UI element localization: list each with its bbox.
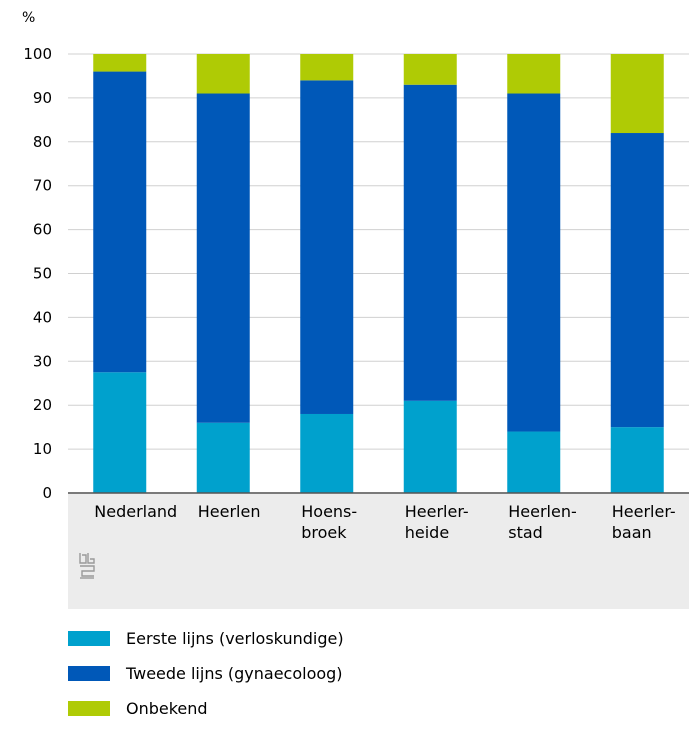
bar-0-series-1 (93, 72, 146, 373)
x-tick-label-0-line-0: Nederland (94, 502, 177, 521)
bar-5-series-1 (611, 133, 664, 427)
bar-2-series-2 (300, 54, 353, 80)
y-tick-label-30: 30 (33, 352, 52, 370)
x-tick-label-5-line-1: baan (612, 523, 652, 542)
x-tick-label-4-line-1: stad (508, 523, 543, 542)
y-tick-label-0: 0 (42, 484, 52, 502)
legend-swatch-0 (68, 631, 110, 646)
x-tick-label-2-line-1: broek (301, 523, 347, 542)
y-tick-labels: 0 10 20 30 40 50 60 70 80 90 100 (23, 45, 52, 502)
y-tick-label-20: 20 (33, 396, 52, 414)
bar-1-series-0 (197, 423, 250, 493)
y-unit-label: % (22, 10, 35, 26)
y-tick-label-100: 100 (23, 45, 52, 63)
legend-item-0: Eerste lijns (verloskundige) (68, 628, 344, 648)
y-tick-label-10: 10 (33, 440, 52, 458)
legend-swatch-2 (68, 701, 110, 716)
bar-2-series-0 (300, 414, 353, 493)
bar-4-series-1 (507, 94, 560, 432)
legend-label-2: Onbekend (126, 699, 208, 718)
y-tick-label-70: 70 (33, 177, 52, 195)
y-tick-label-80: 80 (33, 133, 52, 151)
x-tick-label-3-line-1: heide (405, 523, 449, 542)
stacked-bar-chart: 0 10 20 30 40 50 60 70 80 90 100 Nederland Heerlen H… (0, 0, 696, 615)
bar-5-series-2 (611, 54, 664, 133)
bar-3-series-2 (404, 54, 457, 85)
bar-0-series-2 (93, 54, 146, 72)
bar-1-series-2 (197, 54, 250, 94)
legend-item-2: Onbekend (68, 698, 344, 718)
x-tick-label-2-line-0: Hoens- (301, 502, 357, 521)
x-tick-label-5-line-0: Heerler- (612, 502, 676, 521)
y-tick-label-50: 50 (33, 265, 52, 283)
x-tick-label-1-line-0: Heerlen (198, 502, 261, 521)
bar-2-series-1 (300, 80, 353, 414)
bar-4-series-2 (507, 54, 560, 94)
y-tick-label-60: 60 (33, 221, 52, 239)
bar-3-series-0 (404, 401, 457, 493)
bar-3-series-1 (404, 85, 457, 401)
legend-label-1: Tweede lijns (gynaecoloog) (126, 664, 343, 683)
y-tick-label-40: 40 (33, 308, 52, 326)
legend-item-1: Tweede lijns (gynaecoloog) (68, 663, 344, 683)
legend-swatch-1 (68, 666, 110, 681)
legend: Eerste lijns (verloskundige) Tweede lijns… (68, 628, 344, 733)
legend-label-0: Eerste lijns (verloskundige) (126, 629, 344, 648)
bar-4-series-0 (507, 432, 560, 493)
x-tick-label-3-line-0: Heerler- (405, 502, 469, 521)
gridlines (68, 54, 689, 449)
x-tick-label-4-line-0: Heerlen- (508, 502, 577, 521)
bar-0-series-0 (93, 372, 146, 493)
y-tick-label-90: 90 (33, 89, 52, 107)
bar-5-series-0 (611, 427, 664, 493)
bar-1-series-1 (197, 94, 250, 423)
